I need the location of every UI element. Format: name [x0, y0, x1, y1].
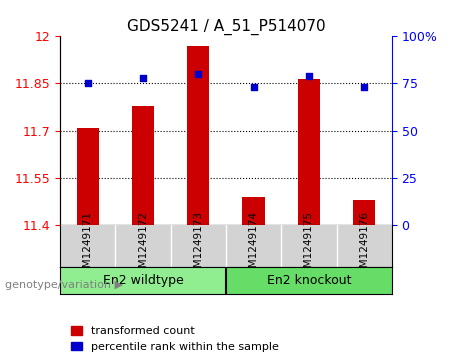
Point [195, 71, 202, 77]
Bar [226, 267, 392, 294]
Bar [353, 200, 375, 225]
Text: GSM1249175: GSM1249175 [304, 211, 314, 281]
Text: En2 knockout: En2 knockout [266, 274, 351, 287]
Point [139, 75, 147, 81]
Bar [298, 79, 320, 225]
Text: GSM1249171: GSM1249171 [83, 211, 93, 281]
Bar [242, 197, 265, 225]
Text: GSM1249174: GSM1249174 [248, 211, 259, 281]
Text: GSM1249173: GSM1249173 [193, 211, 203, 281]
Bar [60, 267, 226, 294]
Point [250, 84, 257, 90]
Legend: transformed count, percentile rank within the sample: transformed count, percentile rank withi… [65, 321, 284, 358]
Text: En2 wildtype: En2 wildtype [102, 274, 183, 287]
Title: GDS5241 / A_51_P514070: GDS5241 / A_51_P514070 [127, 19, 325, 35]
Bar [77, 127, 99, 225]
Text: GSM1249172: GSM1249172 [138, 211, 148, 281]
Text: GSM1249176: GSM1249176 [359, 211, 369, 281]
Bar [187, 46, 209, 225]
Point [361, 84, 368, 90]
Point [305, 73, 313, 79]
Bar [132, 106, 154, 225]
Point [84, 81, 91, 86]
Text: genotype/variation ▶: genotype/variation ▶ [5, 280, 123, 290]
